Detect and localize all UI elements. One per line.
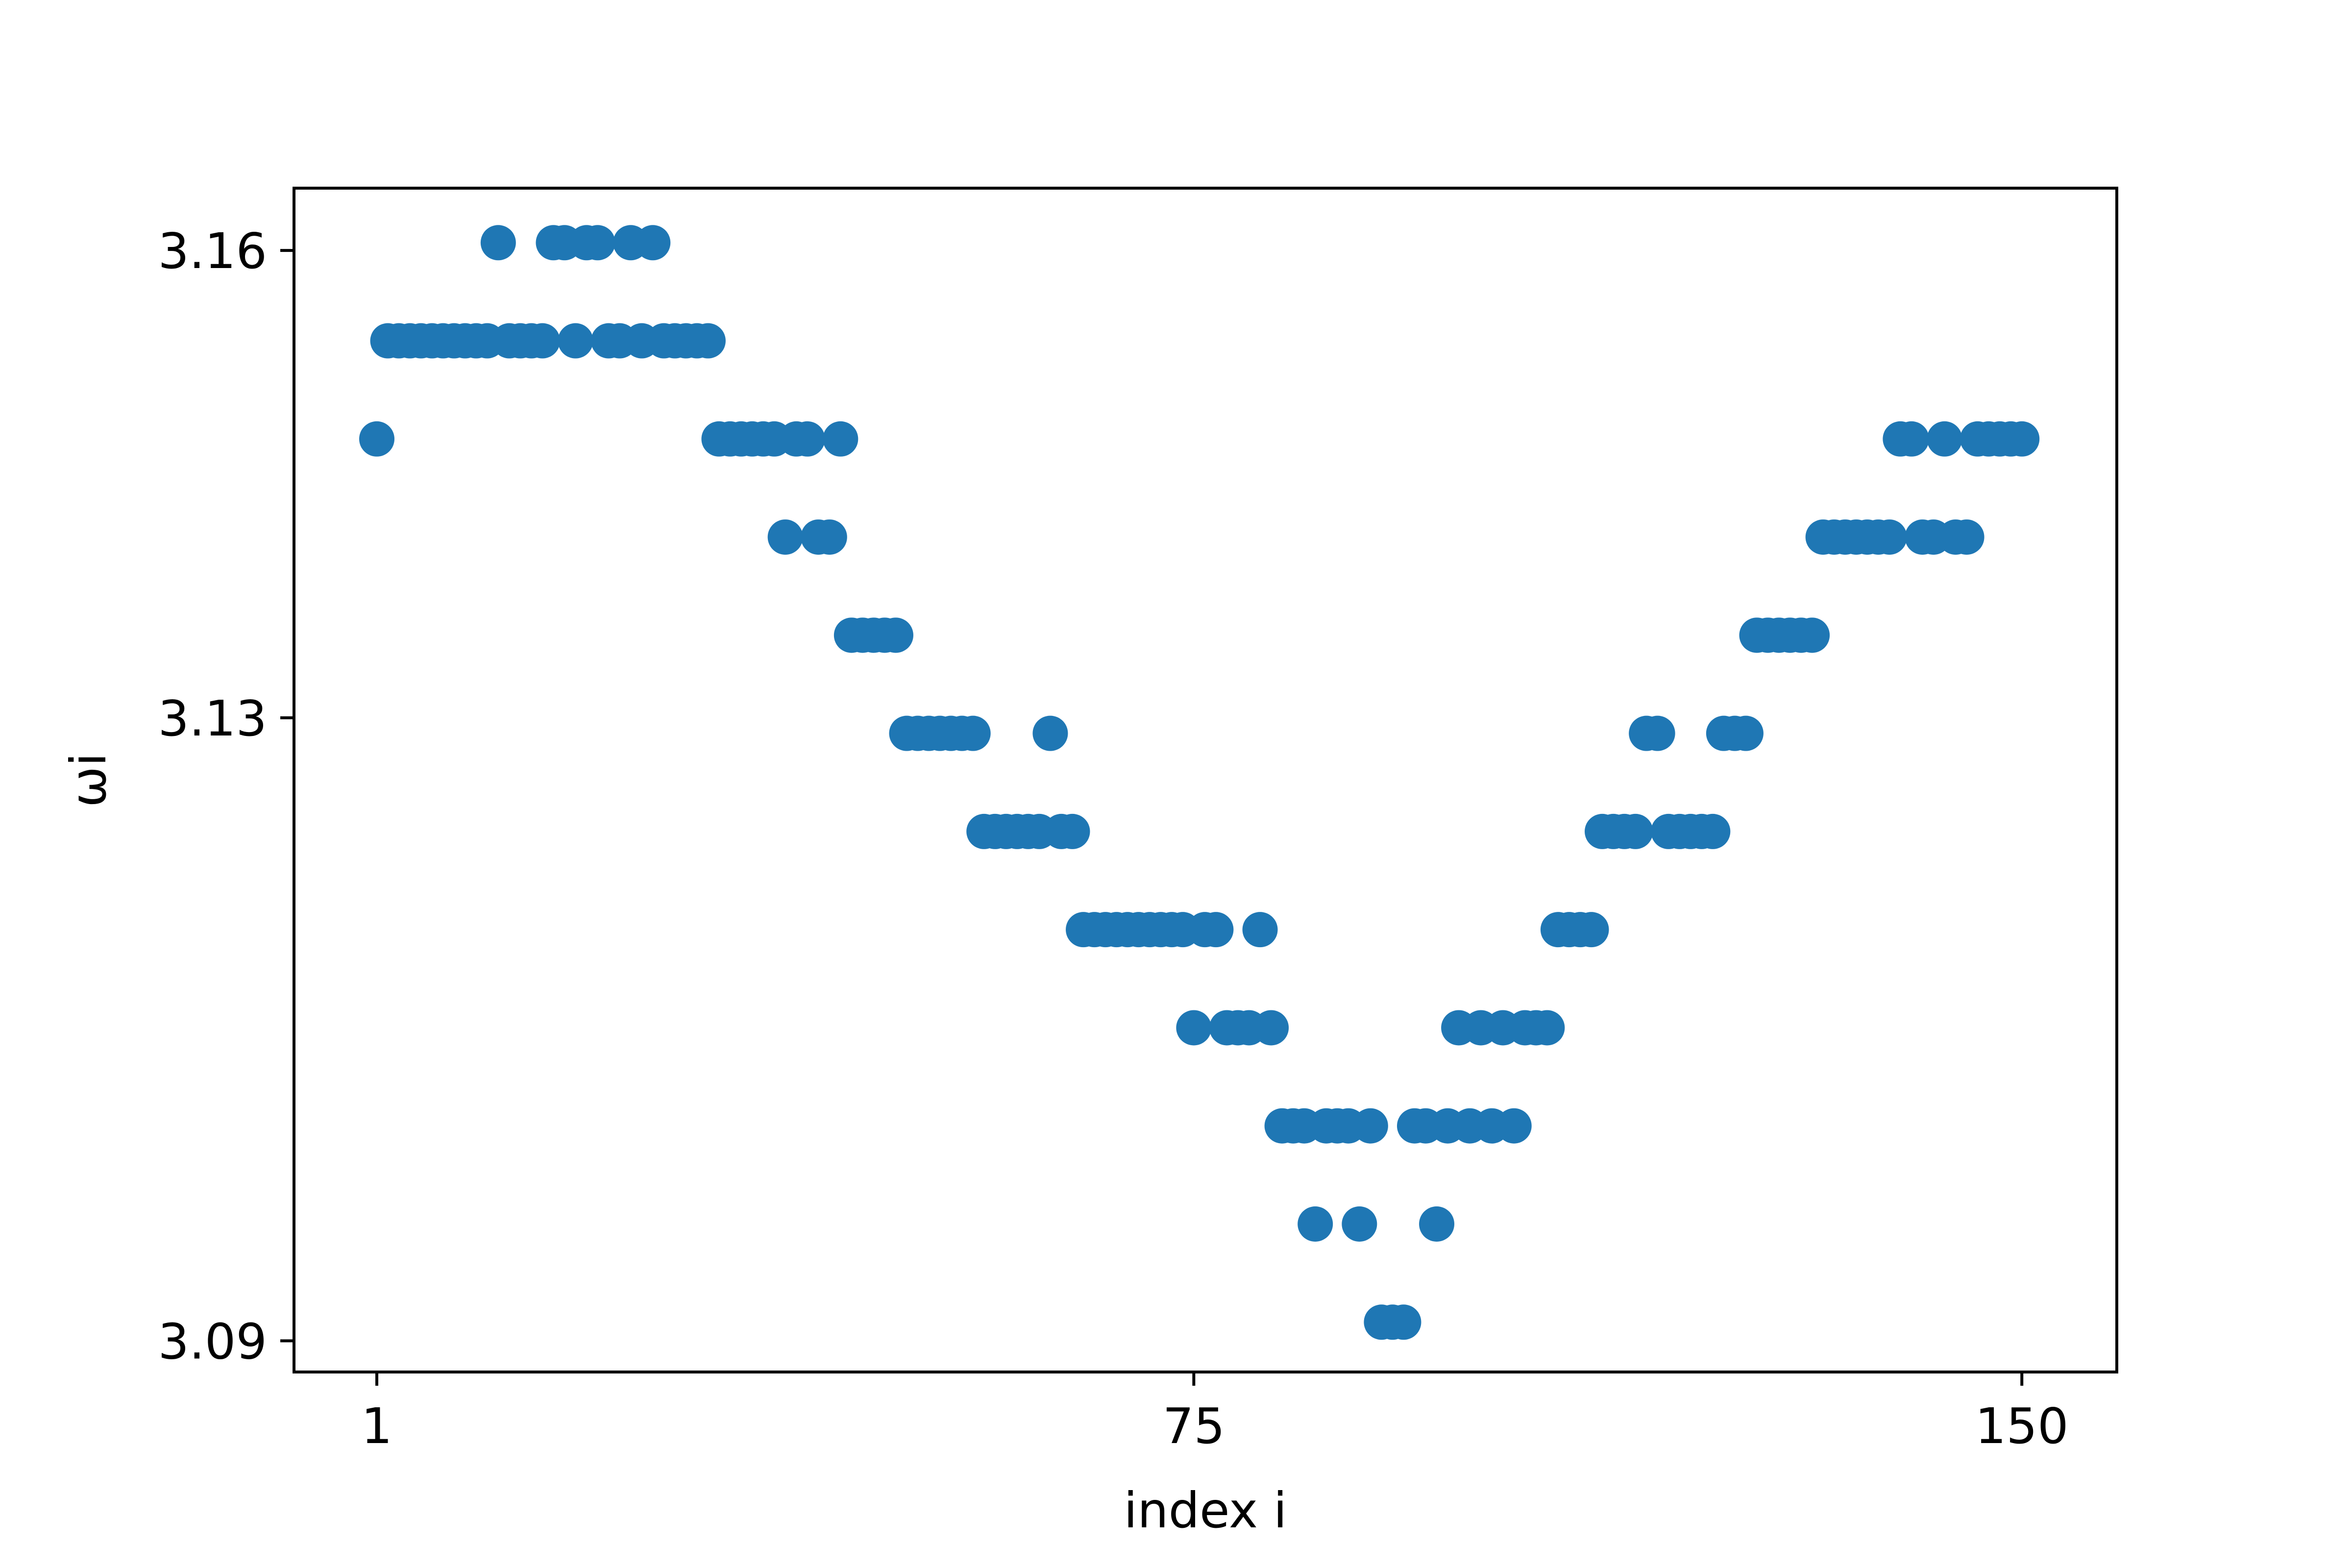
data-point	[1496, 1108, 1532, 1144]
data-point	[1176, 1010, 1212, 1046]
data-point	[690, 323, 726, 359]
data-point	[1871, 519, 1907, 555]
data-point	[1342, 1206, 1377, 1242]
data-point	[1298, 1206, 1333, 1242]
data-point	[480, 225, 516, 261]
data-point	[580, 225, 615, 261]
data-point	[1927, 421, 1962, 457]
x-axis-label: index i	[1124, 1482, 1287, 1539]
data-point	[2004, 421, 2040, 457]
plot-frame	[293, 187, 2118, 1373]
data-point	[558, 323, 593, 359]
data-point	[1419, 1206, 1455, 1242]
data-point	[1949, 519, 1984, 555]
data-point	[955, 715, 991, 751]
data-point	[359, 421, 394, 457]
data-point	[1352, 1108, 1388, 1144]
data-point	[524, 323, 560, 359]
data-point	[1640, 715, 1675, 751]
data-point	[1198, 912, 1234, 948]
y-tick-label: 3.16	[158, 222, 267, 280]
data-point	[767, 519, 803, 555]
data-point	[1617, 813, 1653, 849]
data-points	[359, 225, 2040, 1340]
data-point	[1893, 421, 1929, 457]
data-point	[1695, 813, 1731, 849]
data-point	[1054, 813, 1090, 849]
data-point	[1253, 1010, 1289, 1046]
data-point	[1386, 1304, 1421, 1340]
x-tick-label: 75	[1163, 1397, 1225, 1455]
data-point	[1728, 715, 1764, 751]
data-point	[811, 519, 847, 555]
data-point	[823, 421, 858, 457]
data-point	[1242, 912, 1278, 948]
x-axis-ticks: 1 75 150	[361, 1372, 2069, 1455]
data-point	[789, 421, 825, 457]
data-point	[1032, 715, 1068, 751]
y-axis-ticks: 3.09 3.13 3.16	[158, 222, 294, 1370]
x-tick-label: 150	[1975, 1397, 2069, 1455]
data-point	[878, 617, 913, 653]
data-point	[635, 225, 671, 261]
y-tick-label: 3.13	[158, 690, 267, 747]
data-point	[1573, 912, 1609, 948]
data-point	[1794, 617, 1830, 653]
y-tick-label: 3.09	[158, 1313, 267, 1370]
y-axis-label: ωi	[60, 753, 117, 808]
x-tick-label: 1	[361, 1397, 392, 1455]
data-point	[1529, 1010, 1565, 1046]
